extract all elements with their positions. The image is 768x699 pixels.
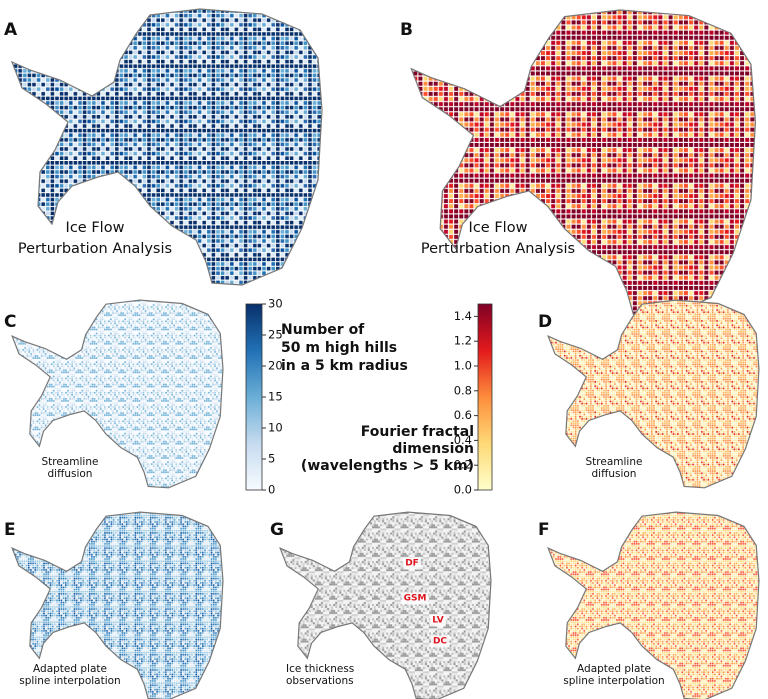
caption: Adapted plate xyxy=(577,663,651,675)
panel-letter: E xyxy=(4,520,16,540)
tick-label: 0 xyxy=(268,483,275,497)
caption: Adapted plate xyxy=(33,663,107,675)
colorbar xyxy=(245,303,263,491)
colorbar-label: in a 5 km radius xyxy=(281,358,408,374)
caption: Streamline xyxy=(586,456,643,468)
site-label-bg xyxy=(430,614,446,627)
site-label: DF xyxy=(405,559,419,569)
tick-label: 0.6 xyxy=(454,408,472,422)
tick-label: 25 xyxy=(268,328,283,342)
colorbar xyxy=(477,303,493,491)
tick-label: 0.0 xyxy=(454,483,472,497)
panel-letter: D xyxy=(538,312,552,332)
tick-label: 0.8 xyxy=(454,383,472,397)
site-label: DC xyxy=(433,637,447,647)
caption: Ice Flow xyxy=(66,220,125,236)
site-label-bg xyxy=(403,557,421,570)
tick-label: 0.4 xyxy=(454,433,472,447)
site-label: LV xyxy=(432,616,443,626)
tick-label: 15 xyxy=(268,390,283,404)
map xyxy=(410,9,757,317)
caption: diffusion xyxy=(48,468,93,480)
site-label-bg xyxy=(430,635,450,648)
caption: Ice Flow xyxy=(469,220,528,236)
panel-letter: A xyxy=(4,20,18,40)
panel-letter: F xyxy=(538,520,550,540)
colorbar-label: (wavelengths > 5 km) xyxy=(301,458,474,474)
map xyxy=(547,299,760,489)
site-label: GSM xyxy=(404,594,427,604)
colorbar-label: Fourier fractal xyxy=(361,424,474,440)
panel-letter: B xyxy=(400,20,413,40)
panel-letter: G xyxy=(270,520,284,540)
tick-label: 5 xyxy=(268,452,275,466)
tick-label: 30 xyxy=(268,297,283,311)
colorbar-label: Number of xyxy=(281,322,365,338)
tick-label: 10 xyxy=(268,421,283,435)
colorbar-label: 50 m high hills xyxy=(281,340,397,356)
tick-label: 0.2 xyxy=(454,458,472,472)
colorbar-label: dimension xyxy=(392,441,474,457)
caption: Ice thickness xyxy=(286,663,354,675)
tick-label: 20 xyxy=(268,359,283,373)
tick-label: 1.0 xyxy=(454,359,472,373)
tick-label: 1.2 xyxy=(454,334,472,348)
panel-letter: C xyxy=(4,312,16,332)
caption: diffusion xyxy=(592,468,637,480)
site-label-bg xyxy=(401,592,429,605)
caption: spline interpolation xyxy=(563,675,664,687)
caption: Streamline xyxy=(42,456,99,468)
caption: Perturbation Analysis xyxy=(18,241,172,257)
caption: Perturbation Analysis xyxy=(421,241,575,257)
tick-label: 1.4 xyxy=(454,309,472,323)
caption: spline interpolation xyxy=(19,675,120,687)
caption: observations xyxy=(286,675,354,687)
